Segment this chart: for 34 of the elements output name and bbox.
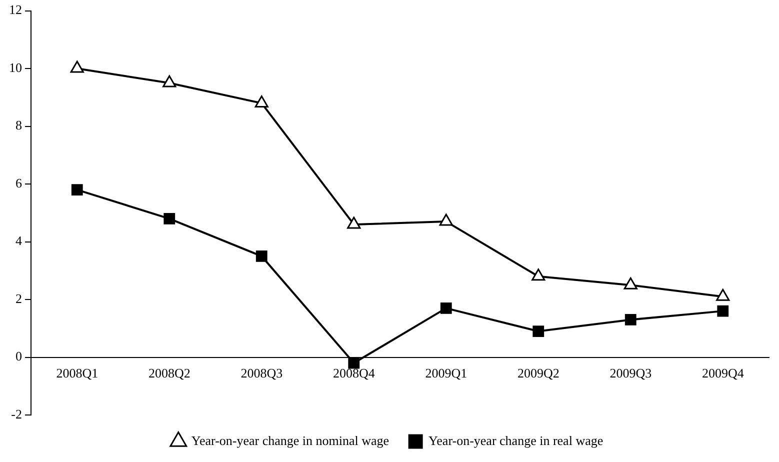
- point: [439, 214, 453, 226]
- x-tick-label: 2009Q1: [425, 365, 468, 380]
- y-tick-label: 10: [9, 60, 22, 75]
- point: [440, 302, 452, 314]
- point: [256, 250, 268, 262]
- point: [70, 60, 84, 73]
- y-tick-label: 2: [16, 290, 22, 306]
- y-tick-label: -2: [11, 406, 22, 422]
- point: [71, 184, 83, 196]
- y-tick-label: 12: [9, 2, 22, 18]
- x-tick-label: 2008Q2: [148, 365, 190, 380]
- x-tick-label: 2008Q1: [56, 365, 98, 380]
- point: [716, 288, 730, 301]
- y-tick-label: 8: [16, 118, 22, 133]
- point: [348, 357, 360, 369]
- x-tick-label: 2008Q4: [332, 365, 376, 380]
- y-tick-label: 4: [16, 233, 22, 248]
- point: [532, 326, 544, 337]
- x-tick-label: 2009Q4: [702, 365, 744, 380]
- point: [347, 216, 361, 229]
- y-tick-label: 0: [16, 348, 22, 364]
- legend-label: Year-on-year change in nominal wage: [191, 432, 390, 448]
- x-tick-label: 2009Q3: [610, 365, 652, 380]
- y-tick-label: 6: [16, 175, 22, 190]
- point: [162, 75, 176, 88]
- point: [717, 305, 729, 317]
- x-tick-label: 2009Q2: [517, 365, 560, 380]
- point: [164, 212, 176, 224]
- x-tick-label: 2008Q3: [240, 365, 283, 380]
- point: [254, 95, 268, 108]
- legend-label: Year-on-year change in real wage: [428, 432, 604, 448]
- point: [532, 268, 546, 281]
- point: [624, 277, 638, 290]
- point: [624, 314, 636, 326]
